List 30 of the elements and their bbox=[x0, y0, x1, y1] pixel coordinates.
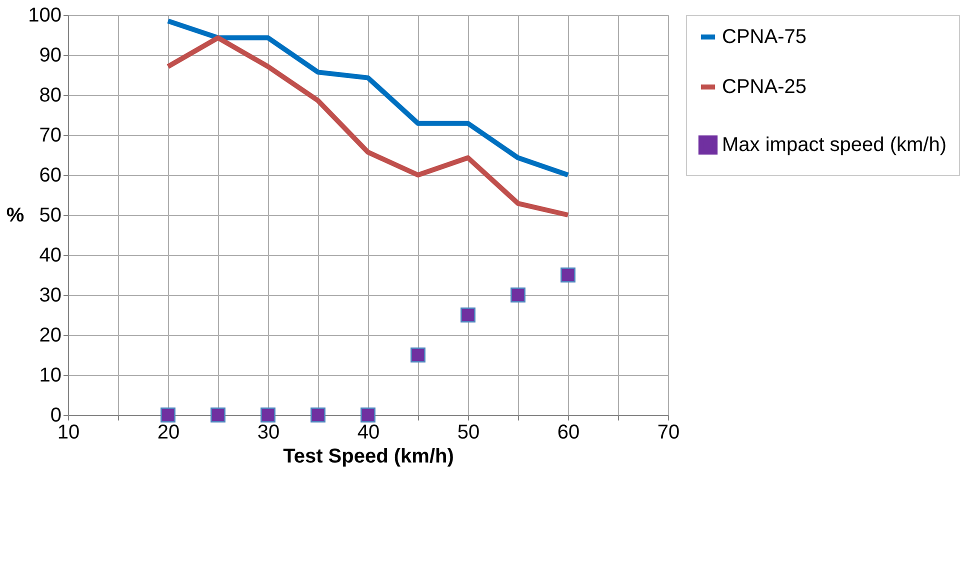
y-axis-title: % bbox=[6, 204, 24, 226]
x-tick-label: 40 bbox=[357, 422, 380, 444]
point bbox=[560, 268, 576, 282]
point bbox=[410, 348, 426, 362]
y-tick-label: 80 bbox=[39, 84, 62, 106]
point bbox=[310, 408, 326, 422]
y-tick-label: 40 bbox=[39, 244, 62, 266]
y-tick-label: 90 bbox=[39, 44, 62, 66]
legend-label: CPNA-75 bbox=[722, 26, 806, 48]
x-tick-label: 30 bbox=[257, 422, 280, 444]
point bbox=[510, 288, 526, 302]
legend-label: Max impact speed (km/h) bbox=[722, 134, 947, 156]
y-tick-label: 70 bbox=[39, 124, 62, 146]
legend-label: CPNA-25 bbox=[722, 76, 806, 98]
point bbox=[360, 408, 376, 422]
y-tick-label: 10 bbox=[39, 364, 62, 386]
x-axis-title: Test Speed (km/h) bbox=[283, 446, 454, 468]
y-tick-label: 30 bbox=[39, 284, 62, 306]
point bbox=[260, 408, 276, 422]
x-tick-label: 70 bbox=[657, 422, 680, 444]
point bbox=[160, 408, 176, 422]
x-tick-label: 50 bbox=[457, 422, 480, 444]
x-tick-label: 20 bbox=[157, 422, 180, 444]
point bbox=[210, 408, 226, 422]
y-tick-label: 20 bbox=[39, 324, 62, 346]
y-tick-label: 100 bbox=[28, 4, 62, 26]
y-tick-label: 50 bbox=[39, 204, 62, 226]
point bbox=[460, 308, 476, 322]
x-tick-label: 60 bbox=[557, 422, 580, 444]
y-tick-label: 60 bbox=[39, 164, 62, 186]
